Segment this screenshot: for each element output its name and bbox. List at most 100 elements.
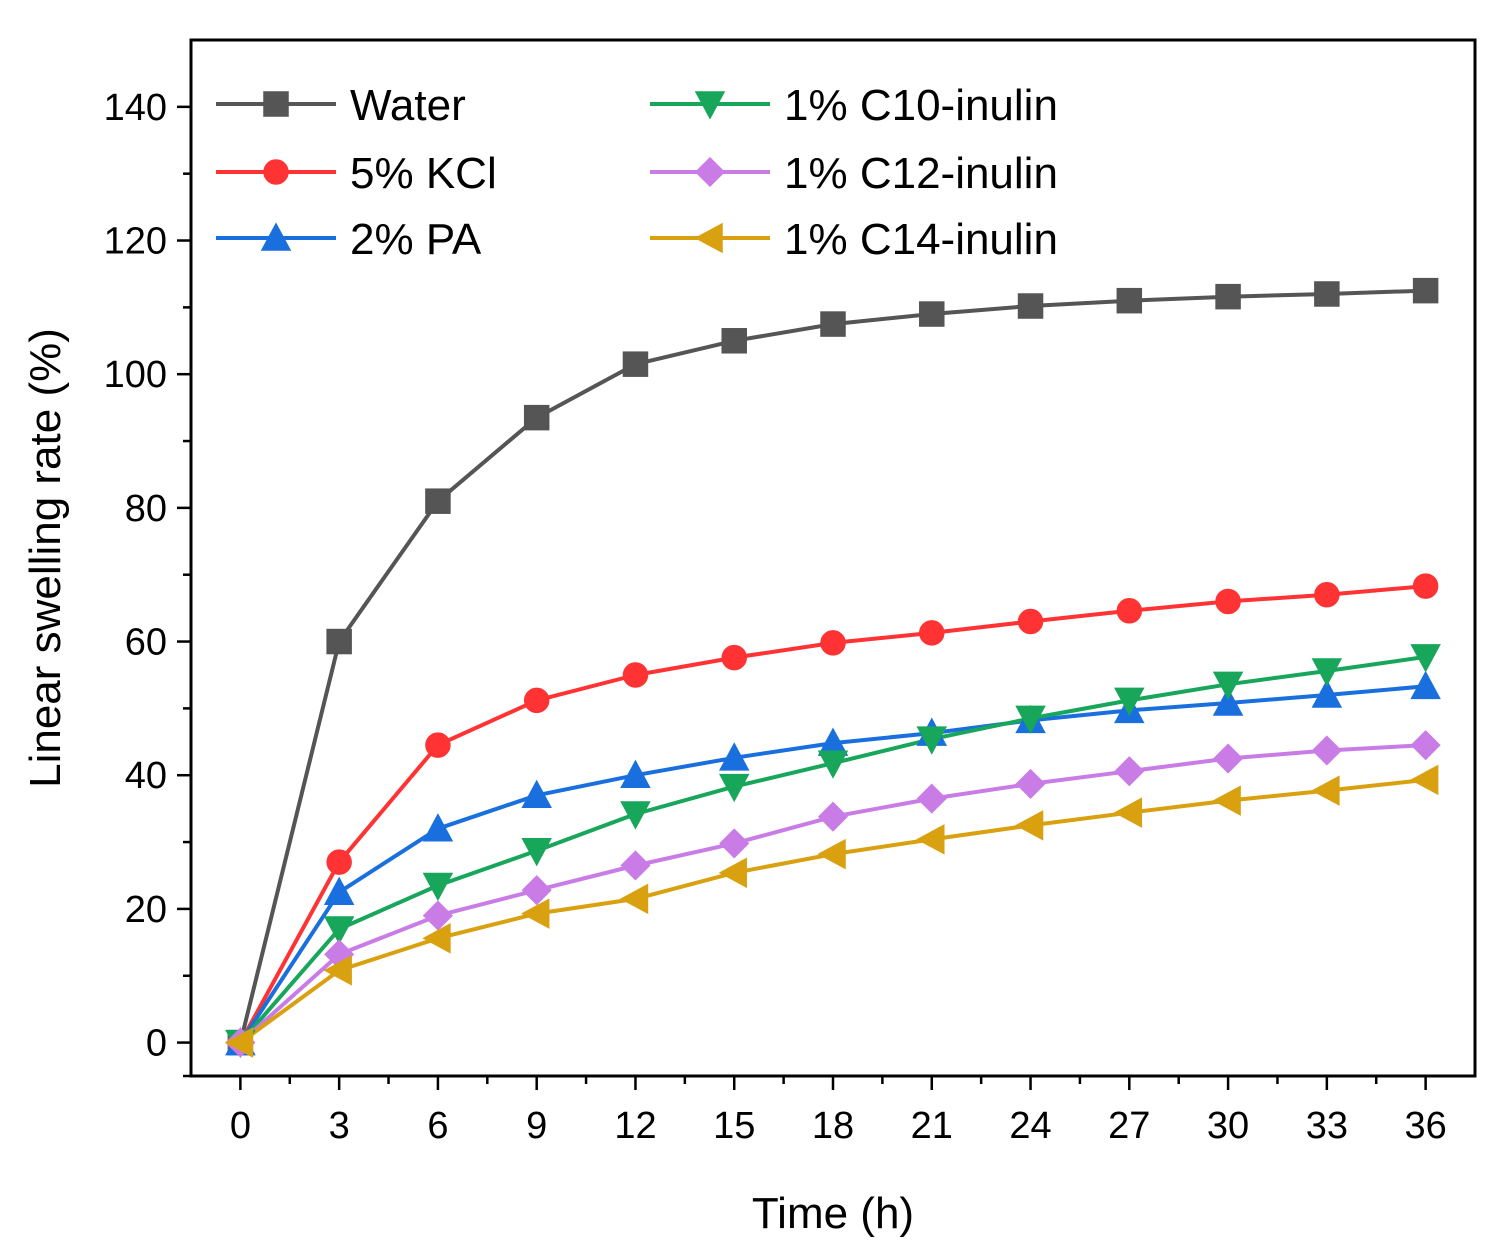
data-point: [1311, 679, 1343, 708]
legend-marker: [694, 91, 726, 120]
data-point: [1412, 573, 1439, 599]
legend-marker: [263, 91, 289, 117]
data-point: [916, 824, 945, 855]
data-point: [622, 662, 649, 688]
data-point: [1215, 283, 1241, 310]
data-point: [721, 328, 747, 354]
data-point: [916, 783, 947, 814]
legend-entry: 1% C10-inulin: [650, 81, 1058, 130]
data-point: [1410, 644, 1441, 673]
legend-label: Water: [350, 81, 466, 130]
legend-marker: [260, 222, 292, 251]
data-point: [619, 883, 649, 915]
y-tick-label: 60: [125, 622, 167, 664]
data-point: [425, 488, 451, 514]
data-point: [1410, 730, 1441, 761]
legend-marker: [694, 156, 726, 188]
data-point: [620, 850, 651, 881]
x-tick-label: 30: [1207, 1105, 1249, 1147]
data-point: [422, 923, 451, 954]
data-point: [523, 404, 550, 431]
x-tick-label: 15: [713, 1105, 755, 1147]
legend-entry: 1% C14-inulin: [650, 215, 1058, 264]
legend: Water 5% KCl 2% PA 1% C10-inulin 1% C12-inul…: [216, 81, 1058, 264]
data-point: [718, 857, 747, 889]
y-tick-label: 100: [104, 354, 167, 396]
data-point: [718, 742, 750, 771]
x-tick-label: 12: [614, 1105, 656, 1147]
data-point: [523, 687, 550, 714]
data-point: [521, 875, 552, 906]
data-point: [1410, 670, 1441, 700]
data-point: [820, 311, 846, 337]
legend-label: 1% C12-inulin: [784, 149, 1058, 198]
data-point: [1017, 608, 1044, 635]
x-tick-label: 24: [1009, 1105, 1051, 1147]
data-point: [1015, 705, 1046, 734]
data-point: [718, 773, 750, 803]
data-point: [1311, 658, 1343, 687]
data-point: [1113, 797, 1143, 828]
x-tick-label: 21: [911, 1105, 953, 1147]
data-point: [1116, 287, 1143, 314]
data-point: [1311, 775, 1340, 806]
data-point: [620, 759, 651, 788]
data-point: [620, 801, 651, 830]
data-point: [1114, 687, 1145, 716]
data-point: [1014, 810, 1044, 841]
data-point: [1114, 756, 1145, 787]
series-markers: [227, 277, 1439, 1056]
series-markers: [227, 573, 1439, 1056]
data-point: [323, 916, 355, 945]
x-tick-label: 6: [427, 1105, 448, 1147]
x-axis-title: Time (h): [752, 1189, 914, 1238]
legend-label: 5% KCl: [350, 149, 497, 198]
x-tick-label: 3: [329, 1105, 350, 1147]
data-point: [817, 801, 849, 832]
data-point: [326, 628, 352, 655]
data-point: [817, 750, 849, 779]
data-point: [719, 828, 750, 859]
series-layer: [224, 277, 1441, 1059]
x-tick-label: 33: [1306, 1105, 1348, 1147]
legend-entry: 1% C12-inulin: [650, 149, 1058, 198]
x-tick-label: 9: [526, 1105, 547, 1147]
legend-marker: [263, 159, 289, 185]
data-point: [1213, 743, 1244, 774]
x-tick-label: 18: [812, 1105, 854, 1147]
data-point: [721, 644, 747, 671]
data-point: [820, 630, 846, 656]
data-point: [916, 726, 948, 755]
data-point: [224, 1027, 254, 1058]
data-point: [422, 813, 454, 842]
data-point: [1314, 582, 1340, 608]
series-markers: [225, 644, 1441, 1059]
data-point: [919, 620, 945, 646]
legend-label: 1% C10-inulin: [784, 81, 1058, 130]
data-point: [521, 838, 552, 867]
data-point: [521, 898, 550, 929]
y-axis-title: Linear swelling rate (%): [21, 328, 70, 788]
data-point: [1412, 277, 1439, 304]
legend-marker: [694, 222, 723, 254]
data-point: [326, 849, 352, 875]
y-tick-label: 80: [125, 488, 167, 530]
legend-entry: Water: [216, 81, 466, 130]
data-point: [817, 838, 846, 870]
y-tick-label: 0: [146, 1023, 167, 1065]
data-point: [1116, 598, 1143, 624]
data-point: [323, 876, 355, 905]
y-tick-label: 20: [125, 889, 167, 931]
x-tick-label: 27: [1108, 1105, 1150, 1147]
data-point: [919, 301, 945, 327]
x-tick-label: 36: [1404, 1105, 1446, 1147]
data-point: [1212, 687, 1244, 716]
data-point: [425, 732, 451, 758]
data-point: [422, 872, 454, 902]
data-point: [1215, 588, 1241, 615]
data-point: [1212, 785, 1241, 816]
data-point: [422, 900, 453, 931]
data-point: [1311, 735, 1342, 766]
